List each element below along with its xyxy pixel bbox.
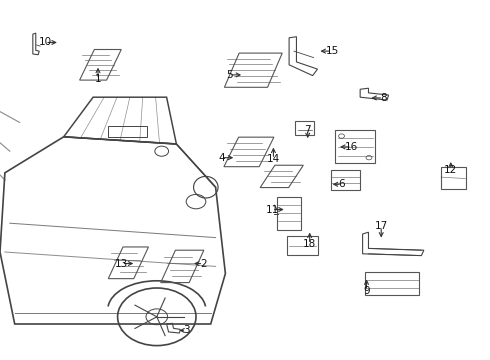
Text: 8: 8 [380,93,387,103]
Text: 1: 1 [95,74,101,84]
Text: 11: 11 [265,204,279,215]
Text: 10: 10 [39,37,51,48]
Bar [287,236,318,255]
Bar [335,130,375,163]
Text: 12: 12 [444,165,458,175]
Text: 13: 13 [115,258,128,269]
Text: 16: 16 [345,142,359,152]
Text: 5: 5 [226,70,233,80]
Text: 14: 14 [267,154,280,164]
Bar [295,121,314,135]
Bar [441,167,466,189]
Text: 2: 2 [200,258,207,269]
Bar [277,197,301,230]
Text: 15: 15 [325,46,339,56]
Text: 6: 6 [339,179,345,189]
Bar [331,170,360,190]
Text: 4: 4 [218,153,225,163]
Text: 17: 17 [374,221,388,231]
Bar [365,272,419,295]
Text: 9: 9 [363,286,370,296]
Text: 18: 18 [303,239,317,249]
Text: 3: 3 [183,325,190,336]
Text: 7: 7 [304,125,311,135]
